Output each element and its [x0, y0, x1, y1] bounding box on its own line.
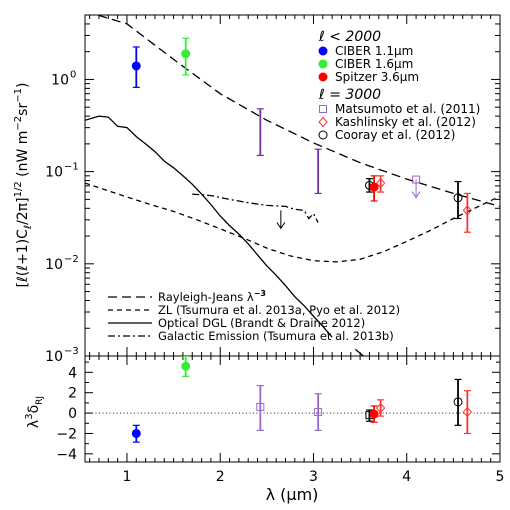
data-point	[453, 397, 463, 407]
x-tick-label: 2	[216, 469, 225, 485]
bottom-y-axis-label: λ3δRJ	[24, 396, 45, 428]
curves	[85, 15, 500, 356]
top-y-axis-label-part: (	[15, 271, 31, 276]
x-tick-label: 3	[309, 469, 318, 485]
bottom-plot-frame	[84, 355, 501, 463]
y-tick-label: 10	[51, 72, 69, 88]
top-y-axis-label-part: −2	[13, 116, 24, 131]
data-point	[314, 408, 323, 417]
y-tick-label: −4	[56, 447, 77, 463]
data-point	[375, 402, 386, 414]
y-tick-label-exponent: −2	[64, 254, 79, 265]
data-point	[375, 177, 386, 189]
legend-entry-label: Optical DGL (Brandt & Draine 2012)	[158, 316, 365, 330]
upper-limit-arrowhead	[411, 191, 421, 199]
x-tick-label: 4	[402, 469, 411, 485]
top-y-axis-label-part: [	[15, 282, 31, 287]
y-tick-label: 0	[68, 406, 77, 422]
legend-entry-label: Kashlinsky et al. (2012)	[335, 115, 476, 129]
top-y-axis-label-part: 1/2	[13, 181, 24, 197]
upper-limit-arrowhead	[276, 222, 286, 230]
data-point	[369, 409, 379, 419]
legend-entry-label: Spitzer 3.6μm	[335, 70, 419, 84]
top-y-axis-label-part: ℓ	[15, 265, 31, 272]
data-point	[181, 49, 191, 59]
curve-optical-dgl-brandt-draine-2012	[85, 115, 333, 338]
y-tick-label-exponent: −3	[64, 346, 79, 357]
curve-galactic-emission-tsumura-et-al-2013b	[192, 193, 319, 223]
bottom-panel: −4 −2 0 2 4 1 2 3 4 5	[56, 355, 505, 485]
legend-marker	[318, 116, 328, 128]
legend-entry-label: ZL (Tsumura et al. 2013a, Pyo et al. 201…	[158, 303, 400, 317]
legend-entry-label: Rayleigh-Jeans λ−3	[158, 289, 266, 304]
legend-entry-label: Matsumoto et al. (2011)	[335, 102, 480, 116]
x-tick-label: 5	[496, 469, 505, 485]
data-point	[131, 61, 141, 71]
legend-marker	[318, 46, 328, 56]
legend-header: ℓ = 3000	[318, 87, 381, 103]
y-tick-label: 10	[45, 349, 63, 365]
x-tick-label: 1	[123, 469, 132, 485]
legend-entry-label: CIBER 1.1μm	[335, 44, 413, 58]
legend-bottom: Rayleigh-Jeans λ−3ZL (Tsumura et al. 201…	[108, 289, 400, 343]
y-tick-label: −2	[56, 426, 77, 442]
legend-marker	[318, 130, 328, 140]
top-y-axis-label-part: /2π]	[15, 197, 31, 225]
data-point	[256, 402, 265, 411]
top-y-axis-label-part: (nW m	[15, 131, 31, 182]
bottom-data-points	[85, 356, 500, 443]
data-point	[181, 361, 191, 371]
y-tick-label-exponent: 0	[70, 69, 76, 80]
top-y-axis-label-part: ℓ	[23, 225, 34, 229]
top-y-axis-label-part: +1)C	[15, 229, 31, 265]
top-y-axis-label-part: )	[15, 83, 31, 88]
legend-marker	[319, 105, 327, 113]
y-tick-label: 10	[45, 257, 63, 273]
top-y-axis-label-part: −1	[13, 88, 24, 103]
bottom-y-axis-label-part: δ	[26, 405, 42, 414]
data-point	[131, 428, 141, 438]
curve-zl-tsumura-et-al-2013a-pyo-et-al-2012	[85, 182, 500, 263]
legend-entry-sup: −3	[254, 289, 266, 298]
x-axis-label: λ (μm)	[266, 485, 319, 504]
legend-marker	[318, 59, 328, 69]
top-y-axis-label-part: ℓ	[15, 276, 31, 283]
legend-entry-label: CIBER 1.6μm	[335, 57, 413, 71]
curve-rayleigh-jeans-3	[95, 15, 500, 208]
legend-header: ℓ < 2000	[318, 29, 381, 45]
top-y-axis-label-part: sr	[15, 103, 31, 116]
upper-limit-point	[412, 175, 421, 184]
data-point	[462, 406, 473, 418]
data-point	[462, 205, 473, 216]
y-tick-label: 2	[68, 386, 77, 402]
bottom-y-axis-label-part: λ	[26, 420, 42, 428]
legend-marker	[318, 72, 328, 82]
legend-entry-label: Cooray et al. (2012)	[335, 128, 455, 142]
y-tick-label: 10	[45, 165, 63, 181]
top-y-axis-label: [ℓ(ℓ+1)Cℓ/2π]1/2 (nW m−2sr−1)	[13, 83, 34, 288]
y-tick-label-exponent: −1	[64, 162, 79, 173]
legend-entry-label: Galactic Emission (Tsumura et al. 2013b)	[158, 329, 394, 343]
data-point	[369, 182, 379, 192]
y-tick-label: 4	[68, 365, 77, 381]
bottom-y-axis-label-part: 3	[24, 413, 35, 419]
bottom-y-axis-label-part: RJ	[35, 396, 45, 405]
data-point	[453, 193, 463, 203]
top-data-points	[131, 37, 473, 233]
